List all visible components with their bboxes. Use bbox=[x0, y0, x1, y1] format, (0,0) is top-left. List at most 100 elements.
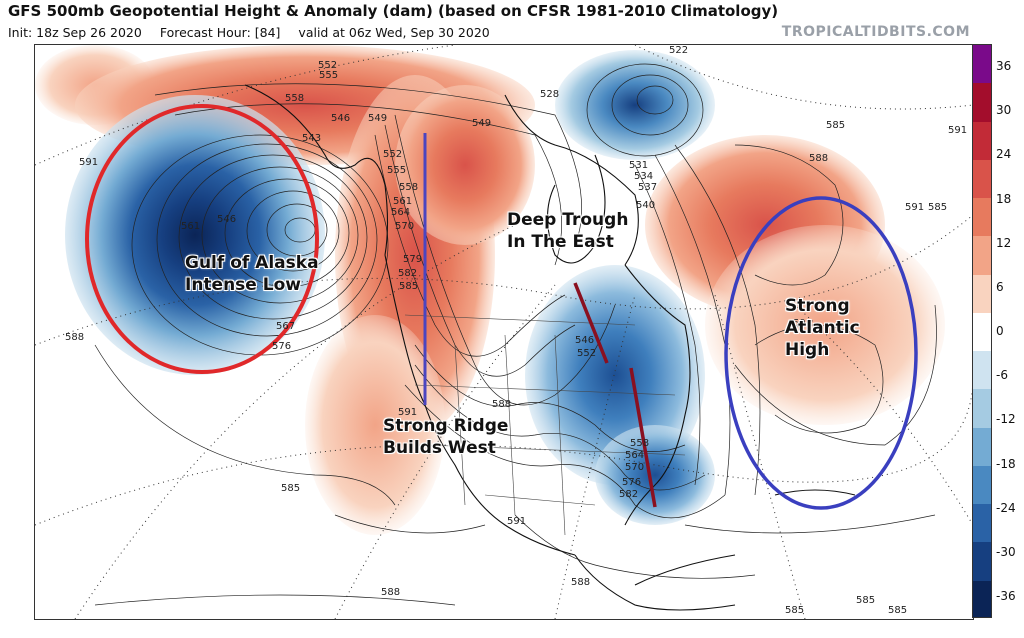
map-title: GFS 500mb Geopotential Height & Anomaly … bbox=[8, 2, 779, 20]
contour-label: 570 bbox=[395, 221, 415, 232]
annotation-trough-east: Deep Trough In The East bbox=[507, 209, 628, 253]
valid-time: valid at 06z Wed, Sep 30 2020 bbox=[298, 25, 490, 40]
contour-label: 552 bbox=[318, 60, 338, 71]
anomaly-map: 552 555 558 546 549 543 591 546 561 567 … bbox=[34, 44, 974, 620]
contour-label: 588 bbox=[809, 153, 829, 164]
annotation-ridge-west: Strong Ridge Builds West bbox=[383, 415, 508, 459]
colorbar-segment bbox=[973, 465, 991, 505]
annotation-gulf-low: Gulf of Alaska Intense Low bbox=[185, 252, 319, 296]
colorbar-segment bbox=[973, 580, 991, 617]
colorbar-tick-label: 18 bbox=[996, 191, 1012, 206]
annotation-atlantic-high: Strong Atlantic High bbox=[785, 295, 860, 361]
political-borders bbox=[404, 314, 686, 536]
colorbar-tick-label: -24 bbox=[996, 500, 1016, 515]
colorbar-tick-label: -36 bbox=[996, 589, 1016, 603]
anomaly-shading bbox=[35, 45, 945, 535]
forecast-hour: Forecast Hour: [84] bbox=[159, 25, 281, 40]
anomaly-colorbar bbox=[972, 44, 992, 618]
contour-label: 540 bbox=[636, 200, 656, 211]
contour-label: 528 bbox=[540, 89, 560, 100]
annotation-line: Intense Low bbox=[185, 275, 301, 296]
annotation-line: Deep Trough bbox=[507, 210, 629, 230]
trough-axis-lower bbox=[629, 367, 657, 508]
contour-label: 555 bbox=[319, 70, 339, 81]
colorbar-tick-label: -6 bbox=[996, 368, 1008, 383]
contour-label: 585 bbox=[856, 595, 876, 606]
contour-label: 567 bbox=[276, 321, 296, 332]
contour-label: 534 bbox=[634, 171, 654, 182]
annotation-line: High bbox=[785, 340, 830, 361]
contour-label: 561 bbox=[181, 221, 201, 232]
colorbar-tick-label: 24 bbox=[996, 147, 1012, 162]
annotation-line: In The East bbox=[507, 232, 614, 253]
map-subtitle: Init: 18z Sep 26 2020 Forecast Hour: [84… bbox=[8, 25, 504, 40]
contour-label: 570 bbox=[625, 462, 645, 473]
colorbar-tick-label: -18 bbox=[996, 456, 1016, 471]
contour-label: 546 bbox=[575, 335, 595, 346]
graticule bbox=[35, 45, 973, 619]
contour-label: 582 bbox=[398, 268, 418, 279]
colorbar-ticks: 36 30 24 18 12 6 0 -6 -12 -18 -24 -30 -36 bbox=[994, 44, 1024, 618]
colorbar-tick-label: 30 bbox=[996, 103, 1012, 118]
colorbar-segment bbox=[973, 198, 991, 237]
colorbar-segment bbox=[973, 312, 991, 352]
map-canvas bbox=[35, 45, 973, 619]
contour-label: 546 bbox=[217, 214, 237, 225]
contour-label: 591 bbox=[905, 202, 925, 213]
contour-label: 537 bbox=[638, 182, 658, 193]
colorbar-tick-label: 12 bbox=[996, 235, 1012, 250]
colorbar-tick-label: -12 bbox=[996, 412, 1016, 427]
contour-label: 591 bbox=[79, 157, 99, 168]
contour-label: 546 bbox=[331, 113, 351, 124]
contour-label: 558 bbox=[285, 93, 305, 104]
contour-label: 585 bbox=[785, 605, 805, 616]
contour-label: 591 bbox=[793, 318, 813, 329]
contour-label: 552 bbox=[577, 348, 597, 359]
annotation-line: Strong bbox=[785, 296, 850, 316]
annotation-line: Gulf of Alaska bbox=[185, 253, 319, 273]
contour-label: 585 bbox=[888, 605, 908, 616]
colorbar-segment bbox=[973, 427, 991, 466]
contour-label: 531 bbox=[629, 160, 649, 171]
coastlines bbox=[244, 84, 856, 611]
trough-axis-upper bbox=[573, 282, 609, 364]
contour-label: 585 bbox=[281, 483, 301, 494]
contour-label: 576 bbox=[272, 341, 292, 352]
contour-label: 588 bbox=[571, 577, 591, 588]
colorbar-segment bbox=[973, 389, 991, 428]
colorbar-segment bbox=[973, 236, 991, 275]
gulf-low-circle bbox=[85, 104, 319, 374]
colorbar-tick-label: 36 bbox=[996, 59, 1012, 73]
contour-label: 585 bbox=[928, 202, 948, 213]
colorbar-segment bbox=[973, 159, 991, 199]
contour-label: 585 bbox=[399, 281, 419, 292]
contour-label: 582 bbox=[619, 489, 639, 500]
contour-label: 555 bbox=[387, 165, 407, 176]
contour-label: 543 bbox=[302, 133, 322, 144]
contour-label: 522 bbox=[669, 45, 689, 56]
colorbar-segment bbox=[973, 504, 991, 543]
colorbar-segment bbox=[973, 45, 991, 84]
contour-label: 588 bbox=[492, 399, 512, 410]
contour-label: 591 bbox=[398, 407, 418, 418]
colorbar-tick-label: -30 bbox=[996, 544, 1016, 559]
annotation-line: Atlantic bbox=[785, 318, 860, 339]
colorbar-segment bbox=[973, 121, 991, 160]
atlantic-high-circle bbox=[724, 196, 918, 510]
contour-label: 576 bbox=[622, 477, 642, 488]
brand-watermark: TROPICALTIDBITS.COM bbox=[781, 24, 970, 40]
colorbar-segment bbox=[973, 351, 991, 390]
colorbar-tick-label: 6 bbox=[996, 279, 1004, 294]
contour-label: 558 bbox=[399, 182, 419, 193]
contour-label: 564 bbox=[625, 450, 645, 461]
colorbar-segment bbox=[973, 542, 991, 581]
contour-label: 588 bbox=[65, 332, 85, 343]
contour-label: 564 bbox=[391, 207, 411, 218]
height-contours bbox=[94, 63, 937, 606]
contour-label: 549 bbox=[368, 113, 388, 124]
contour-label: 591 bbox=[948, 125, 968, 136]
annotation-line: Strong Ridge bbox=[383, 416, 509, 436]
contour-label: 588 bbox=[381, 587, 401, 598]
colorbar-tick-label: 0 bbox=[996, 324, 1004, 338]
contour-label: 561 bbox=[393, 196, 413, 207]
